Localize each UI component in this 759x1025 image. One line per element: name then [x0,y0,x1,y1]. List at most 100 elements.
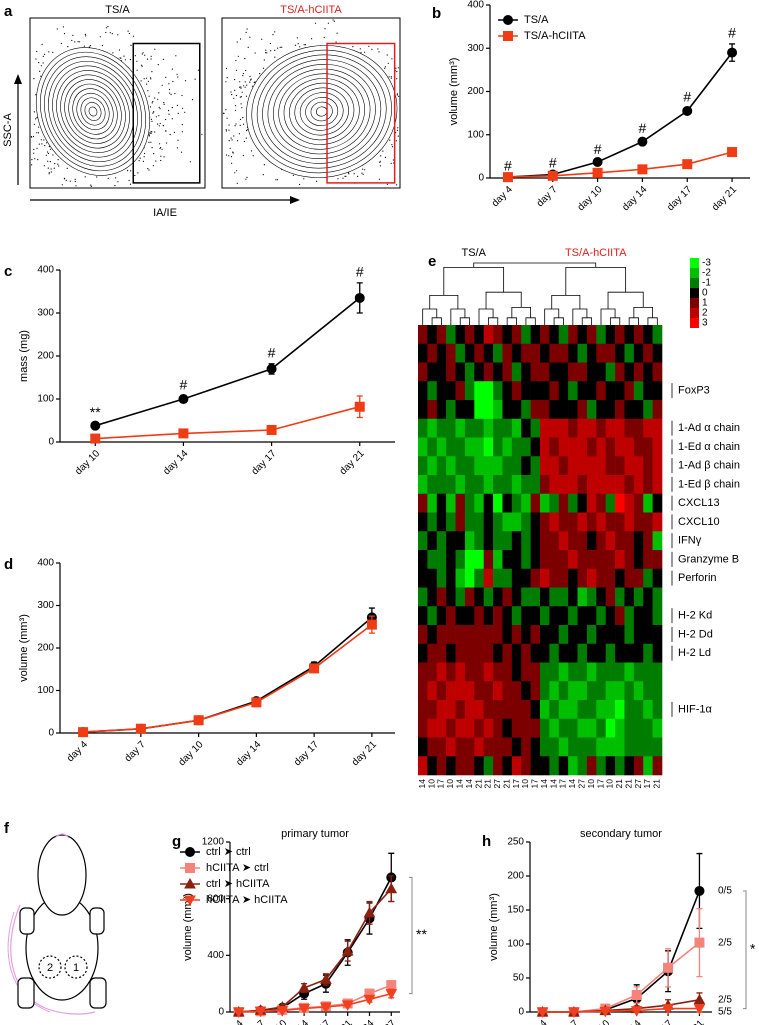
event-dot [303,178,304,179]
chart-title: secondary tumor [580,828,662,840]
significance: ** [90,404,101,420]
heatmap-cell [446,531,456,550]
heatmap-cell [596,681,606,700]
heatmap-cell [484,756,494,775]
heatmap-cell [634,381,644,400]
heatmap-cell [634,625,644,644]
legend-label: TS/A [524,14,549,26]
series-line [83,617,372,732]
heatmap-cell [418,400,428,419]
event-dot [160,160,161,161]
heatmap-cell [578,588,588,607]
heatmap-cell [474,438,484,457]
event-dot [246,130,247,131]
heatmap-cell [615,400,625,419]
heatmap-cell [446,344,456,363]
heatmap-cell [446,513,456,532]
event-dot [49,172,50,173]
heatmap-cell [653,531,663,550]
heatmap-cell [474,531,484,550]
event-dot [117,34,118,35]
event-dot [229,140,230,141]
event-dot [230,148,231,149]
event-dot [297,37,298,38]
end-label: 0/5 [718,886,732,897]
heatmap-cell [531,344,541,363]
event-dot [150,77,151,78]
dendrogram [634,307,653,317]
event-dot [165,77,166,78]
marker [186,848,195,857]
event-dot [398,96,399,97]
heatmap-cell [502,663,512,682]
heatmap-cell [446,700,456,719]
heatmap-cell [484,663,494,682]
event-dot [153,165,154,166]
heatmap-cell [446,606,456,625]
y-axis-label: volume (mm³) [182,893,194,961]
event-dot [198,70,199,71]
heatmap-cell [456,494,466,513]
heatmap-cell [587,719,597,738]
event-dot [35,58,36,59]
heatmap-cell [474,400,484,419]
event-dot [120,58,121,59]
event-dot [239,133,240,134]
heatmap-cell [502,681,512,700]
bracket [409,877,412,993]
event-dot [243,124,244,125]
event-dot [177,74,178,75]
heatmap-cell [418,438,428,457]
heatmap-cell [587,419,597,438]
heatmap-cell [446,363,456,382]
row-label: Perforin [678,572,717,584]
arrowhead [290,196,300,204]
heatmap-cell [624,625,634,644]
event-dot [234,79,235,80]
event-dot [299,46,300,47]
event-dot [152,113,153,114]
dendrogram [423,309,437,325]
heatmap-cell [427,588,437,607]
event-dot [142,66,143,67]
event-dot [85,176,86,177]
heatmap-cell [559,344,569,363]
event-dot [143,52,144,53]
heatmap-cell [540,494,550,513]
heatmap-cell [578,606,588,625]
x-tick-label: day 4 [65,739,90,764]
heatmap-cell [531,550,541,569]
heatmap-cell [465,606,475,625]
heatmap-cell [615,363,625,382]
heatmap-cell [446,663,456,682]
heatmap-cell [521,531,531,550]
x-tick-label: day 14 [615,1018,644,1025]
heatmap-cell [540,738,550,757]
heatmap-cell [643,550,653,569]
x-tick-label: day 14 [161,448,190,477]
event-dot [185,80,186,81]
heatmap-cell [587,400,597,419]
heatmap-cell [521,344,531,363]
event-dot [90,185,91,186]
event-dot [171,94,172,95]
heatmap-cell [578,531,588,550]
event-dot [177,140,178,141]
heatmap-cell [578,738,588,757]
heatmap-cell [615,344,625,363]
event-dot [144,55,145,56]
heatmap-cell [427,475,437,494]
y-tick-label: 300 [467,43,484,54]
heatmap-cell [653,606,663,625]
event-dot [172,107,173,108]
event-dot [84,46,85,47]
event-dot [235,125,236,126]
heatmap-cell [521,663,531,682]
heatmap-cell [493,363,503,382]
heatmap-cell [484,475,494,494]
heatmap-cell [568,606,578,625]
heatmap-cell [606,644,616,663]
heatmap-cell [484,363,494,382]
heatmap-cell [502,606,512,625]
heatmap-cell [587,663,597,682]
